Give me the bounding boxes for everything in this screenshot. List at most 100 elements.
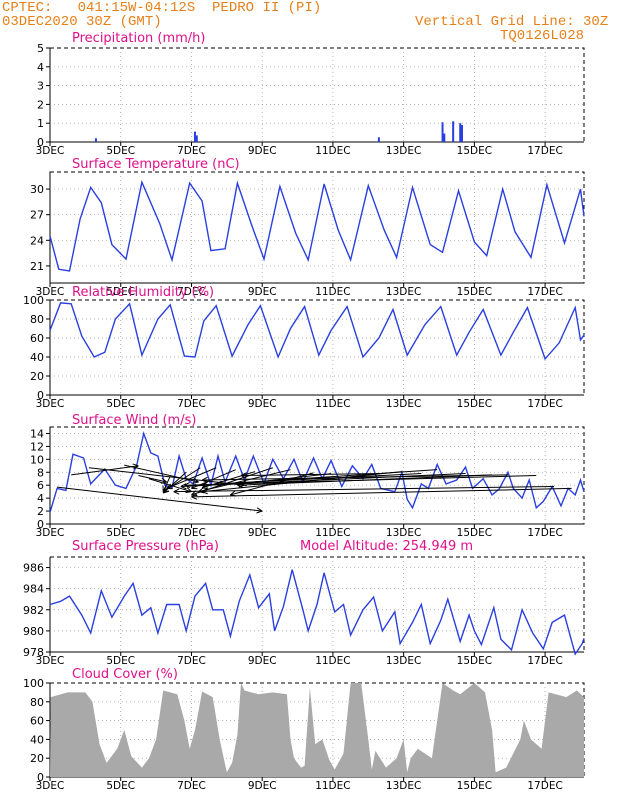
x-tick-label: 17DEC — [527, 145, 562, 157]
wind-vector — [71, 465, 139, 476]
panel-0: 0 1 2 3 4 5 3DEC 5DEC 7DEC 9DEC 11DEC 13DEC 15DEC 17D… — [36, 31, 585, 157]
precip-bar — [377, 137, 380, 142]
x-tick-label: 9DEC — [248, 145, 277, 157]
x-tick-label: 13DEC — [386, 780, 421, 792]
x-tick-label: 9DEC — [248, 655, 277, 667]
wind-arrowhead — [191, 493, 198, 500]
series-line — [49, 569, 585, 656]
x-tick-label: 15DEC — [457, 780, 492, 792]
wind-vector — [173, 485, 554, 493]
wind-arrowhead — [201, 476, 208, 483]
wind-vector — [240, 473, 381, 476]
precip-bar — [459, 123, 462, 142]
y-tick-label: 986 — [23, 562, 44, 575]
y-tick-label: 6 — [37, 479, 44, 492]
y-tick-label: 21 — [30, 260, 44, 273]
y-tick-label: 0 — [37, 389, 44, 402]
wind-vector — [88, 467, 245, 486]
header-station: CPTEC: 041:15W-04:12S PEDRO II (PI) — [2, 0, 322, 16]
y-tick-label: 60 — [30, 715, 44, 728]
x-tick-label: 15DEC — [457, 527, 492, 539]
y-tick-label: 984 — [23, 583, 44, 596]
wind-arrowhead — [192, 477, 199, 484]
wind-arrowhead — [173, 488, 180, 495]
x-tick-label: 15DEC — [457, 145, 492, 157]
x-tick-label: 3DEC — [36, 145, 65, 157]
x-tick-label: 13DEC — [386, 527, 421, 539]
y-tick-label: 982 — [23, 604, 44, 617]
y-tick-label: 3 — [37, 80, 44, 93]
x-tick-label: 13DEC — [386, 286, 421, 298]
y-tick-label: 24 — [30, 234, 44, 247]
precip-bar — [441, 122, 444, 142]
y-tick-label: 20 — [30, 752, 44, 765]
plot-frame — [49, 171, 585, 284]
x-tick-label: 11DEC — [315, 286, 350, 298]
x-tick-label: 17DEC — [527, 527, 562, 539]
plot-frame — [49, 47, 585, 143]
y-tick-label: 2 — [37, 98, 44, 111]
x-tick-label: 11DEC — [315, 398, 350, 410]
x-tick-label: 13DEC — [386, 655, 421, 667]
x-tick-label: 7DEC — [177, 655, 206, 667]
precip-bar — [452, 121, 455, 142]
y-tick-label: 8 — [37, 466, 44, 479]
x-tick-label: 11DEC — [315, 145, 350, 157]
x-tick-label: 5DEC — [106, 780, 135, 792]
series-line — [49, 179, 585, 272]
wind-arrowhead — [184, 481, 191, 489]
series-line — [49, 302, 585, 361]
x-tick-label: 7DEC — [177, 398, 206, 410]
model-altitude-label: Model Altitude: 254.949 m — [300, 539, 473, 554]
wind-arrowhead — [240, 472, 247, 479]
x-tick-label: 5DEC — [106, 286, 135, 298]
panel-title: Cloud Cover (%) — [72, 667, 178, 682]
y-tick-label: 980 — [23, 625, 44, 638]
y-tick-label: 12 — [30, 440, 44, 453]
x-tick-label: 9DEC — [248, 286, 277, 298]
y-tick-label: 20 — [30, 370, 44, 383]
wind-vector — [184, 475, 537, 486]
y-tick-label: 4 — [37, 492, 44, 505]
header-grid-note: Vertical Grid Line: 30Z — [415, 14, 609, 30]
y-tick-label: 4 — [37, 61, 44, 74]
x-tick-label: 9DEC — [248, 780, 277, 792]
wind-vector — [138, 475, 167, 483]
wind-vector — [148, 478, 192, 493]
y-tick-label: 100 — [23, 677, 44, 690]
x-tick-label: 17DEC — [527, 286, 562, 298]
panel-title: Relative Humidity (%) — [72, 285, 214, 300]
precip-bar — [195, 135, 198, 142]
x-tick-label: 5DEC — [106, 398, 135, 410]
y-tick-label: 80 — [30, 696, 44, 709]
x-tick-label: 9DEC — [248, 398, 277, 410]
x-tick-label: 7DEC — [177, 780, 206, 792]
precip-bar — [94, 138, 97, 142]
wind-vector — [166, 467, 217, 489]
x-tick-label: 11DEC — [315, 655, 350, 667]
x-tick-label: 15DEC — [457, 286, 492, 298]
wind-vector — [57, 486, 263, 512]
wind-arrowhead — [166, 483, 173, 490]
wind-arrowhead — [162, 486, 170, 493]
precip-bar — [460, 125, 463, 142]
x-tick-label: 3DEC — [36, 780, 65, 792]
x-tick-label: 17DEC — [527, 655, 562, 667]
wind-arrowhead — [180, 483, 187, 490]
x-tick-label: 13DEC — [386, 398, 421, 410]
y-tick-label: 30 — [30, 183, 44, 196]
x-tick-label: 5DEC — [106, 655, 135, 667]
y-tick-label: 10 — [30, 453, 44, 466]
x-tick-label: 7DEC — [177, 286, 206, 298]
y-tick-label: 1 — [37, 117, 44, 130]
panel-title: Surface Wind (m/s) — [72, 413, 196, 428]
x-tick-label: 5DEC — [106, 527, 135, 539]
wind-vector — [124, 464, 199, 483]
panel-title: Surface Pressure (hPa) — [72, 539, 219, 554]
panel-5: 0 20 40 60 80 100 3DEC 5DEC 7DEC 9DEC 11DEC 13DEC 15… — [23, 667, 585, 792]
y-tick-label: 80 — [30, 313, 44, 326]
x-tick-label: 3DEC — [36, 655, 65, 667]
header-code: TQ0126L028 — [500, 28, 585, 44]
